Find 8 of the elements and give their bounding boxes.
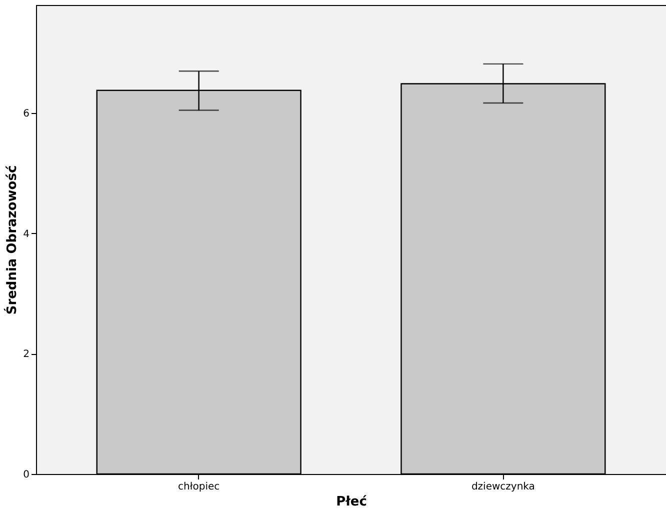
x-tick-label: dziewczynka xyxy=(471,482,535,492)
y-tick-label: 2 xyxy=(23,349,30,360)
y-tick-label: 6 xyxy=(23,108,30,120)
y-axis-title: Średnia Obrazowość xyxy=(3,165,20,315)
x-axis-title: Płeć xyxy=(336,494,368,510)
y-tick-label: 0 xyxy=(23,470,30,480)
y-tick-label: 4 xyxy=(23,228,30,240)
x-tick-label: chłopiec xyxy=(178,482,220,492)
